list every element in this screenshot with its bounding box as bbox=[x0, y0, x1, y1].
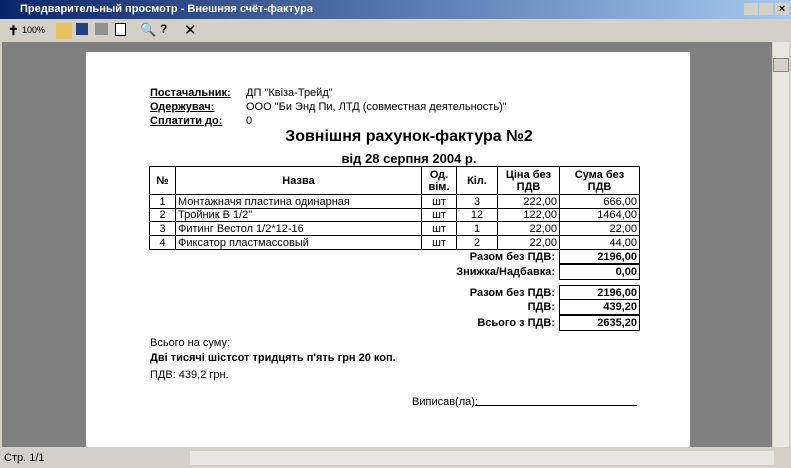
table-cell: 44,00 bbox=[559, 235, 640, 250]
table-cell: Монтажначя пластина одинарная bbox=[175, 194, 422, 209]
table-cell: 3 bbox=[149, 221, 176, 236]
table-cell: Тройник В 1/2" bbox=[175, 208, 422, 222]
total-label: Знижка/Надбавка: bbox=[456, 266, 555, 278]
table-cell: 22,00 bbox=[497, 221, 560, 236]
page-indicator: Стр. 1/1 bbox=[4, 452, 45, 464]
close-preview-button[interactable]: ✕ bbox=[184, 22, 197, 39]
find-button[interactable]: 🔍 bbox=[140, 22, 157, 37]
total-label: Разом без ПДВ: bbox=[469, 287, 555, 299]
table-cell: 12 bbox=[456, 208, 498, 222]
table-cell: шт bbox=[421, 208, 457, 222]
column-header: Назва bbox=[175, 166, 422, 195]
column-header: № bbox=[149, 166, 176, 195]
header-label: Одержувач: bbox=[150, 101, 215, 113]
table-cell: шт bbox=[421, 194, 457, 209]
maximize-button[interactable] bbox=[759, 3, 773, 15]
table-cell: 1 bbox=[149, 194, 176, 209]
column-header: Од. вім. bbox=[421, 166, 457, 195]
table-cell: Фитинг Вестол 1/2*12-16 bbox=[175, 221, 422, 236]
header-value: ООО "Би Энд Пи, ЛТД (совместная деятельн… bbox=[246, 101, 507, 113]
print-button[interactable] bbox=[95, 23, 108, 35]
sum-label: Всього на суму: bbox=[150, 337, 230, 349]
save-button[interactable] bbox=[76, 23, 88, 35]
signed-label: Виписав(ла): bbox=[412, 396, 478, 408]
header-label: Постачальник: bbox=[150, 87, 231, 99]
table-cell: 1 bbox=[456, 221, 498, 236]
status-bar: Стр. 1/1 bbox=[0, 449, 791, 468]
table-cell: 22,00 bbox=[559, 221, 640, 236]
total-value: 2635,20 bbox=[559, 315, 640, 331]
horizontal-scrollbar[interactable] bbox=[190, 451, 774, 465]
header-value: ДП "Квіза-Трейд" bbox=[246, 87, 333, 99]
table-cell: 122,00 bbox=[497, 208, 560, 222]
help-button[interactable]: ? bbox=[160, 22, 168, 36]
page: Постачальник: ДП "Квіза-Трейд" Одержувач: О… bbox=[86, 52, 690, 447]
page-button[interactable] bbox=[115, 23, 126, 36]
table-cell: 1464,00 bbox=[559, 208, 640, 222]
column-header: Кіл. bbox=[456, 166, 498, 195]
table-cell: 2 bbox=[149, 208, 176, 222]
header-value: 0 bbox=[246, 115, 253, 127]
total-label: Разом без ПДВ: bbox=[469, 251, 555, 263]
zoom-icon[interactable]: ✝ bbox=[8, 23, 19, 38]
table-cell: 22,00 bbox=[497, 235, 560, 250]
minimize-button[interactable] bbox=[744, 3, 758, 15]
total-label: Всього з ПДВ: bbox=[477, 317, 555, 329]
close-button[interactable]: × bbox=[775, 3, 789, 15]
vat-line: ПДВ: 439,2 грн. bbox=[150, 369, 229, 381]
zoom-button[interactable]: 100% bbox=[22, 25, 46, 35]
vertical-scrollbar[interactable] bbox=[773, 42, 789, 447]
window-title: Предварительный просмотр - Внешняя счёт-… bbox=[20, 3, 313, 15]
signature-line bbox=[475, 405, 637, 406]
sum-words: Дві тисячі шістсот тридцять п'ять грн 20… bbox=[150, 352, 396, 364]
table-cell: Фиксатор пластмассовый bbox=[175, 235, 422, 250]
open-button[interactable] bbox=[56, 23, 72, 39]
column-header: Сума без ПДВ bbox=[559, 166, 640, 195]
table-cell: 4 bbox=[149, 235, 176, 250]
document-date: від 28 серпня 2004 р. bbox=[341, 151, 477, 166]
column-header: Ціна без ПДВ bbox=[497, 166, 560, 195]
table-cell: 3 bbox=[456, 194, 498, 209]
title-bar: Предварительный просмотр - Внешняя счёт-… bbox=[0, 0, 791, 19]
total-label: ПДВ: bbox=[527, 301, 555, 313]
total-value: 2196,00 bbox=[559, 249, 640, 264]
total-value: 2196,00 bbox=[559, 285, 640, 300]
preview-area: Постачальник: ДП "Квіза-Трейд" Одержувач: О… bbox=[2, 42, 772, 447]
toolbar: ✝ 100% 🔍 ? ✕ bbox=[0, 20, 791, 40]
table-cell: шт bbox=[421, 221, 457, 236]
table-cell: 222,00 bbox=[497, 194, 560, 209]
table-cell: шт bbox=[421, 235, 457, 250]
total-value: 439,20 bbox=[559, 299, 640, 315]
document-title: Зовнішня рахунок-фактура №2 bbox=[285, 128, 533, 145]
table-cell: 2 bbox=[456, 235, 498, 250]
scroll-thumb[interactable] bbox=[773, 58, 789, 72]
table-cell: 666,00 bbox=[559, 194, 640, 209]
header-label: Сплатити до: bbox=[150, 115, 223, 127]
total-value: 0,00 bbox=[559, 264, 640, 280]
